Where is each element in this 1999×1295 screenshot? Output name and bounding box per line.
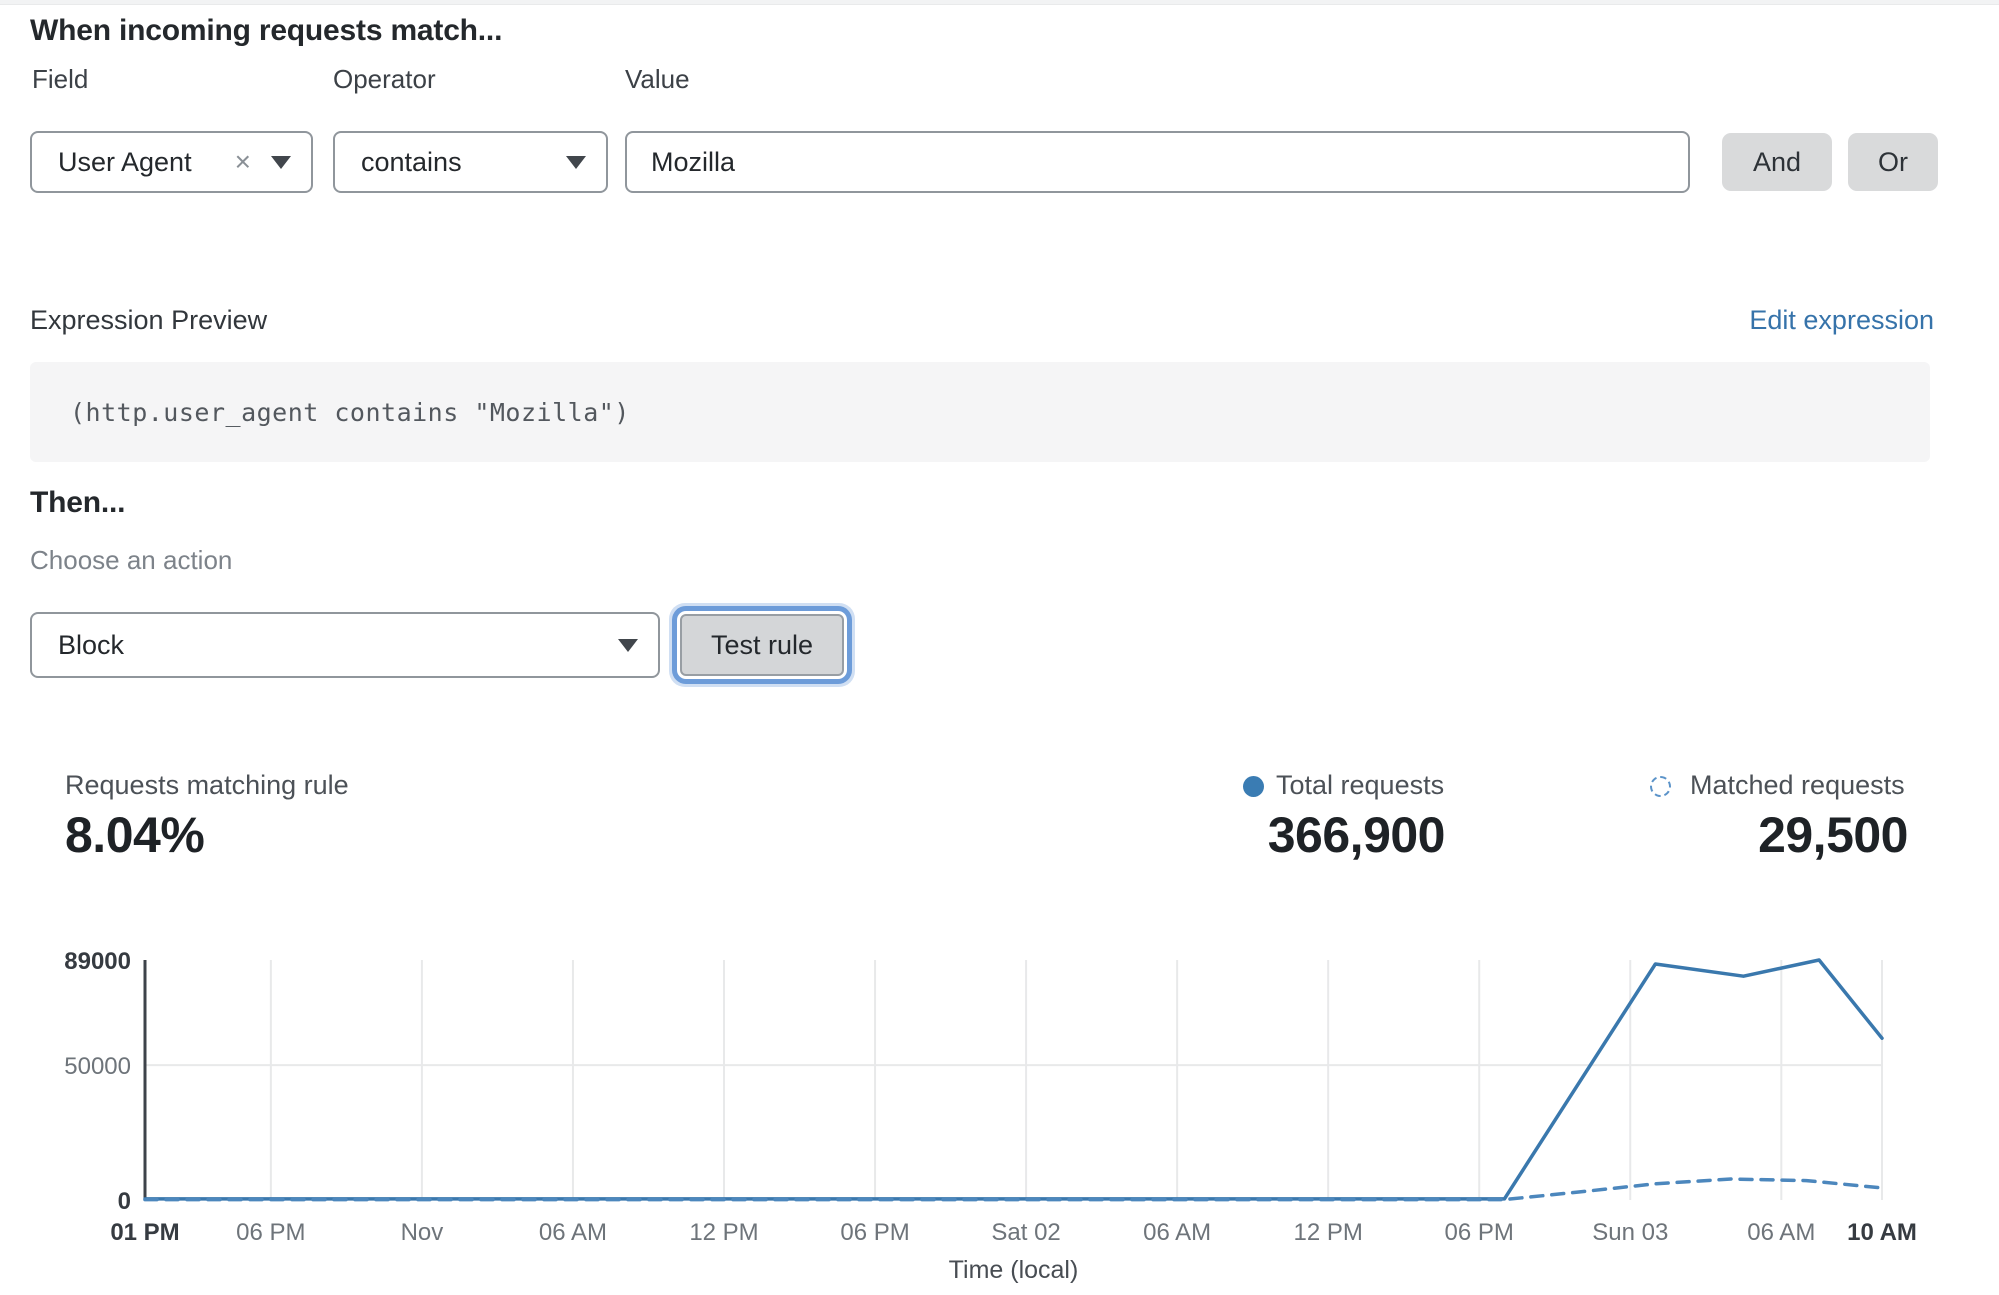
total-requests-line — [143, 958, 1884, 1201]
field-select-value: User Agent — [58, 146, 192, 177]
choose-action-label: Choose an action — [30, 545, 233, 575]
or-button[interactable]: Or — [1848, 133, 1938, 191]
x-axis-title: Time (local) — [949, 1256, 1079, 1284]
total-requests-value: 366,900 — [1267, 807, 1446, 863]
matched-requests-legend-icon — [1650, 776, 1671, 797]
value-label: Value — [625, 64, 690, 94]
field-label: Field — [32, 64, 89, 94]
requests-matching-label: Requests matching rule — [65, 770, 349, 800]
y-tick-label: 0 — [118, 1188, 131, 1215]
value-input[interactable] — [625, 131, 1690, 193]
x-tick-label: 12 PM — [1293, 1219, 1362, 1246]
chevron-down-icon — [618, 638, 638, 652]
chevron-down-icon — [271, 155, 291, 169]
field-select[interactable]: User Agent × — [30, 131, 313, 193]
matched-requests-line — [143, 1177, 1884, 1202]
section-heading-then: Then... — [30, 486, 126, 519]
x-tick-label: 06 PM — [840, 1219, 909, 1246]
expression-code-block: (http.user_agent contains "Mozilla") — [30, 362, 1930, 462]
expression-preview-label: Expression Preview — [30, 305, 268, 335]
matched-requests-label: Matched requests — [1690, 770, 1905, 800]
x-tick-label: Nov — [401, 1219, 444, 1246]
matched-requests-value: 29,500 — [1758, 807, 1908, 863]
clear-field-icon[interactable]: × — [234, 146, 251, 177]
x-tick-label: 06 PM — [236, 1219, 305, 1246]
x-tick-label: 06 AM — [539, 1219, 607, 1246]
total-requests-label: Total requests — [1276, 770, 1445, 800]
y-tick-label: 50000 — [64, 1053, 131, 1080]
x-tick-label: 01 PM — [110, 1219, 179, 1246]
requests-matching-value: 8.04% — [65, 807, 205, 863]
y-tick-label: 89000 — [64, 948, 131, 975]
x-tick-label: 12 PM — [689, 1219, 758, 1246]
expression-code: (http.user_agent contains "Mozilla") — [70, 397, 630, 427]
x-tick-label: Sun 03 — [1592, 1219, 1668, 1246]
action-select[interactable]: Block — [30, 612, 660, 678]
section-heading-when: When incoming requests match... — [30, 14, 503, 47]
x-tick-label: 06 PM — [1445, 1219, 1514, 1246]
chevron-down-icon — [566, 155, 586, 169]
x-tick-label: Sat 02 — [991, 1219, 1060, 1246]
x-tick-label: 10 AM — [1847, 1219, 1917, 1246]
action-select-value: Block — [58, 629, 125, 660]
requests-chart: 0 50000 89000 01 PM 06 PM Nov 06 AM 12 PM 06 PM S… — [64, 948, 1917, 1284]
x-tick-label: 06 AM — [1143, 1219, 1211, 1246]
panel-top-divider — [0, 0, 1999, 5]
x-tick-label: 06 AM — [1747, 1219, 1815, 1246]
operator-select[interactable]: contains — [333, 131, 608, 193]
and-button[interactable]: And — [1722, 133, 1832, 191]
test-rule-button[interactable]: Test rule — [680, 614, 844, 676]
operator-select-value: contains — [361, 146, 462, 177]
edit-expression-link[interactable]: Edit expression — [1749, 305, 1934, 335]
operator-label: Operator — [333, 64, 436, 94]
total-requests-legend-icon — [1243, 776, 1264, 797]
